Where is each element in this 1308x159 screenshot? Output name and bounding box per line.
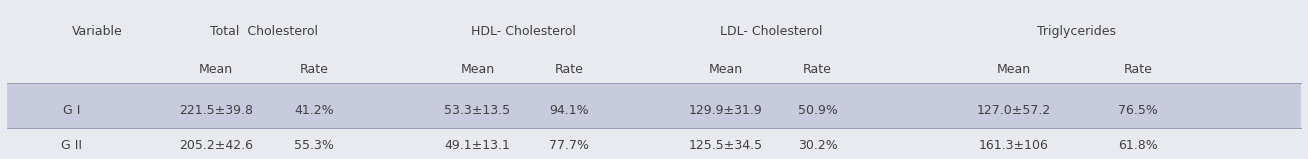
Text: 129.9±31.9: 129.9±31.9 bbox=[689, 104, 763, 117]
Text: Rate: Rate bbox=[300, 63, 328, 76]
Text: 49.1±13.1: 49.1±13.1 bbox=[445, 139, 510, 152]
Text: 30.2%: 30.2% bbox=[798, 139, 837, 152]
Text: 221.5±39.8: 221.5±39.8 bbox=[179, 104, 252, 117]
Text: 161.3±106: 161.3±106 bbox=[978, 139, 1049, 152]
Text: Triglycerides: Triglycerides bbox=[1037, 25, 1116, 38]
Text: G I: G I bbox=[63, 104, 81, 117]
Text: 55.3%: 55.3% bbox=[294, 139, 334, 152]
Text: Rate: Rate bbox=[1124, 63, 1152, 76]
Text: Mean: Mean bbox=[997, 63, 1031, 76]
Text: Rate: Rate bbox=[803, 63, 832, 76]
Text: 125.5±34.5: 125.5±34.5 bbox=[689, 139, 763, 152]
Text: Variable: Variable bbox=[72, 25, 123, 38]
Text: 41.2%: 41.2% bbox=[294, 104, 334, 117]
Text: 76.5%: 76.5% bbox=[1118, 104, 1158, 117]
Text: LDL- Cholesterol: LDL- Cholesterol bbox=[721, 25, 823, 38]
Bar bbox=[7, 83, 1301, 128]
Text: 50.9%: 50.9% bbox=[798, 104, 837, 117]
Text: 77.7%: 77.7% bbox=[549, 139, 589, 152]
Text: Total  Cholesterol: Total Cholesterol bbox=[211, 25, 318, 38]
Text: 53.3±13.5: 53.3±13.5 bbox=[445, 104, 510, 117]
Text: Rate: Rate bbox=[555, 63, 583, 76]
Text: Mean: Mean bbox=[199, 63, 233, 76]
Text: G II: G II bbox=[61, 139, 82, 152]
Text: 205.2±42.6: 205.2±42.6 bbox=[179, 139, 252, 152]
Text: HDL- Cholesterol: HDL- Cholesterol bbox=[471, 25, 576, 38]
Text: Mean: Mean bbox=[709, 63, 743, 76]
Text: 61.8%: 61.8% bbox=[1118, 139, 1158, 152]
Text: 94.1%: 94.1% bbox=[549, 104, 589, 117]
Text: 127.0±57.2: 127.0±57.2 bbox=[977, 104, 1050, 117]
Text: Mean: Mean bbox=[460, 63, 494, 76]
